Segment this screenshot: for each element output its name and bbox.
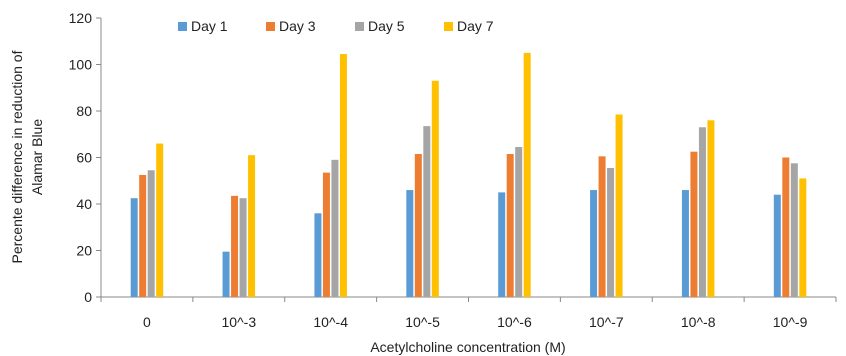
legend-swatch xyxy=(444,22,453,31)
bar-day-1-7 xyxy=(773,194,781,297)
x-tick-label: 10^-8 xyxy=(681,314,716,330)
bar-day-3-6 xyxy=(690,151,698,297)
legend-swatch xyxy=(178,22,187,31)
bar-day-7-1 xyxy=(248,155,256,297)
bar-day-3-0 xyxy=(139,174,147,297)
bar-day-3-7 xyxy=(782,157,790,297)
bar-day-3-5 xyxy=(598,156,606,297)
bar-day-7-2 xyxy=(339,54,347,297)
legend-label: Day 5 xyxy=(368,18,405,34)
bar-day-5-7 xyxy=(790,163,798,297)
y-tick-label: 20 xyxy=(76,243,92,259)
bar-day-1-4 xyxy=(498,192,506,297)
bar-day-1-5 xyxy=(590,190,598,297)
bar-day-5-4 xyxy=(515,147,523,297)
bar-day-3-1 xyxy=(231,195,239,297)
bar-day-7-5 xyxy=(615,114,623,297)
y-tick-label: 60 xyxy=(76,150,92,166)
bar-day-7-7 xyxy=(799,178,807,297)
bar-day-5-5 xyxy=(607,167,615,297)
legend-label: Day 7 xyxy=(457,18,494,34)
bar-day-3-3 xyxy=(414,154,422,297)
y-tick-label: 100 xyxy=(69,57,93,73)
legend-label: Day 3 xyxy=(279,18,316,34)
bar-day-1-3 xyxy=(406,190,414,297)
bar-day-1-2 xyxy=(314,213,322,297)
bar-day-7-6 xyxy=(707,120,715,297)
legend-swatch xyxy=(266,22,275,31)
bar-day-3-2 xyxy=(322,172,330,297)
x-tick-label: 10^-4 xyxy=(313,314,348,330)
bar-day-5-1 xyxy=(239,198,247,297)
x-tick-label: 10^-7 xyxy=(589,314,624,330)
bar-day-1-6 xyxy=(681,190,689,297)
y-axis-ticks: 0 20 40 60 80 100 120 xyxy=(69,10,101,305)
y-axis-title-line: Percente difference in reduction of xyxy=(9,50,25,263)
y-tick-label: 80 xyxy=(76,103,92,119)
bar-day-3-4 xyxy=(506,154,514,297)
bar-day-5-2 xyxy=(331,159,339,297)
y-tick-label: 0 xyxy=(84,289,92,305)
bar-day-5-0 xyxy=(147,170,155,297)
legend-label: Day 1 xyxy=(191,18,228,34)
x-axis-title: Acetylcholine concentration (M) xyxy=(370,339,565,355)
bar-day-5-3 xyxy=(423,126,431,297)
bar-day-7-4 xyxy=(523,52,531,297)
legend-swatch xyxy=(355,22,364,31)
x-tick-label: 10^-3 xyxy=(222,314,257,330)
y-axis-title: Percente difference in reduction of Alama… xyxy=(9,50,45,263)
bar-day-5-6 xyxy=(698,127,706,298)
bar-day-1-1 xyxy=(222,251,230,297)
x-axis-ticks: 0 10^-3 10^-4 10^-5 10^-6 10^-7 10^-8 10^-9 xyxy=(100,297,837,330)
x-tick-label: 10^-9 xyxy=(773,314,808,330)
bar-day-7-3 xyxy=(431,80,439,298)
bars xyxy=(130,52,807,298)
y-axis-title-line: Alamar Blue xyxy=(29,119,45,195)
bar-day-7-0 xyxy=(156,143,164,297)
y-tick-label: 40 xyxy=(76,196,92,212)
bar-day-1-0 xyxy=(130,198,138,297)
x-tick-label: 10^-6 xyxy=(497,314,532,330)
x-tick-label: 0 xyxy=(143,314,151,330)
x-tick-label: 10^-5 xyxy=(405,314,440,330)
legend: Day 1 Day 3 Day 5 Day 7 xyxy=(178,18,494,34)
y-tick-label: 120 xyxy=(69,10,93,26)
